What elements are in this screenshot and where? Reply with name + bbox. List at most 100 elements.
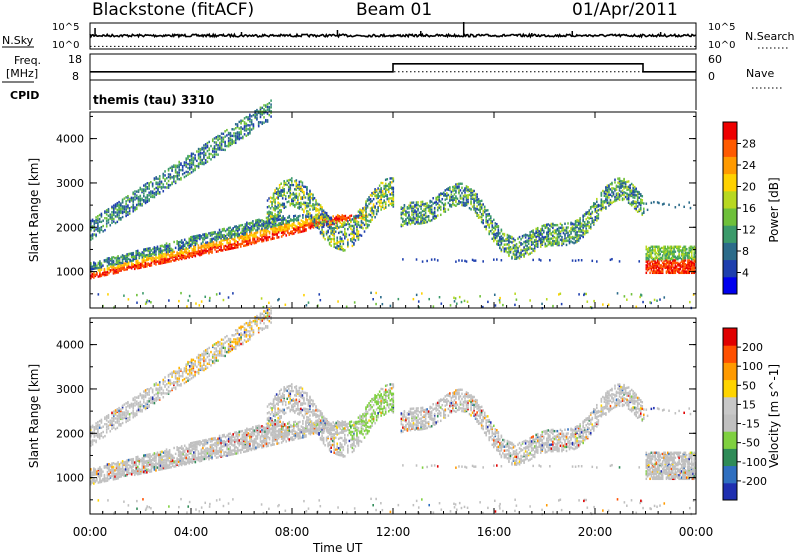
power-cell bbox=[250, 121, 253, 125]
power-cell bbox=[206, 233, 209, 237]
power-cell bbox=[117, 266, 119, 269]
power-cell bbox=[618, 260, 621, 263]
power-cell bbox=[452, 196, 454, 199]
power-cell bbox=[514, 303, 516, 307]
power-cell bbox=[304, 196, 307, 199]
power-cell bbox=[249, 233, 251, 236]
power-cell bbox=[328, 235, 331, 238]
power-cell bbox=[432, 305, 435, 308]
power-cell bbox=[429, 201, 431, 204]
power-cell bbox=[360, 226, 363, 229]
power-cell bbox=[223, 236, 225, 239]
power-cell bbox=[190, 167, 193, 170]
power-cell bbox=[313, 207, 316, 211]
power-cell bbox=[276, 229, 278, 232]
power-cell bbox=[677, 255, 679, 258]
power-cell bbox=[221, 239, 224, 242]
power-cell bbox=[455, 196, 457, 200]
power-cell bbox=[303, 229, 306, 233]
power-cell bbox=[453, 193, 456, 196]
power-cell bbox=[160, 180, 163, 183]
power-cell bbox=[214, 230, 216, 234]
power-cell bbox=[158, 262, 160, 265]
power-cell bbox=[214, 243, 216, 246]
power-cell bbox=[328, 237, 331, 241]
power-cell bbox=[211, 155, 214, 159]
power-cell bbox=[415, 218, 418, 221]
power-cell bbox=[668, 271, 670, 275]
power-cell bbox=[118, 208, 120, 212]
power-cell bbox=[208, 248, 210, 251]
power-cell bbox=[312, 220, 314, 223]
power-cell bbox=[277, 231, 280, 234]
power-cell bbox=[267, 230, 269, 233]
power-cell bbox=[144, 259, 147, 262]
power-cell bbox=[645, 202, 648, 205]
power-cell bbox=[471, 189, 474, 192]
power-cell bbox=[286, 225, 289, 228]
power-cell bbox=[621, 185, 624, 188]
power-cell bbox=[673, 255, 675, 258]
power-cell bbox=[532, 230, 534, 234]
power-cell bbox=[102, 273, 104, 276]
power-cell bbox=[476, 207, 478, 211]
power-cell bbox=[121, 211, 124, 215]
power-cell bbox=[223, 246, 225, 249]
power-cell bbox=[247, 133, 249, 136]
power-cell bbox=[603, 194, 606, 197]
power-cell bbox=[244, 223, 247, 226]
power-cell bbox=[298, 192, 301, 196]
power-cell bbox=[267, 222, 269, 225]
power-cell bbox=[682, 265, 684, 268]
power-cell bbox=[249, 236, 251, 240]
power-cell bbox=[287, 189, 290, 193]
power-cell bbox=[341, 215, 344, 218]
power-cell bbox=[488, 232, 491, 236]
power-cell bbox=[312, 198, 314, 202]
power-cell bbox=[614, 178, 616, 181]
power-cell bbox=[309, 196, 311, 199]
power-cell bbox=[128, 209, 131, 213]
power-cell bbox=[653, 257, 655, 261]
power-cell bbox=[689, 250, 692, 253]
power-cell bbox=[549, 240, 551, 243]
power-cell bbox=[658, 248, 660, 251]
velocity-cell bbox=[94, 468, 97, 471]
velocity-cell bbox=[99, 466, 101, 469]
power-cell bbox=[669, 253, 672, 256]
power-cell bbox=[130, 264, 133, 268]
power-cell bbox=[693, 259, 696, 262]
power-cell bbox=[247, 234, 250, 238]
power-cell bbox=[351, 218, 354, 221]
power-cell bbox=[372, 203, 375, 206]
power-cell bbox=[168, 249, 171, 252]
power-cell bbox=[218, 248, 221, 251]
power-cell bbox=[673, 270, 675, 273]
power-cell bbox=[400, 216, 403, 220]
power-cell bbox=[153, 178, 156, 182]
power-cell bbox=[579, 225, 581, 228]
power-cell bbox=[146, 256, 148, 259]
power-cell bbox=[682, 260, 684, 263]
power-cell bbox=[596, 200, 598, 203]
power-cell bbox=[106, 268, 109, 271]
power-cell bbox=[292, 193, 295, 196]
power-cell bbox=[442, 194, 445, 197]
power-cell bbox=[301, 189, 304, 192]
power-cell bbox=[371, 209, 373, 212]
power-cell bbox=[333, 222, 336, 226]
power-cell bbox=[286, 231, 289, 234]
power-cell bbox=[322, 222, 325, 226]
power-cell bbox=[93, 263, 95, 267]
power-cell bbox=[91, 275, 94, 278]
power-cell bbox=[203, 244, 206, 247]
velocity-cell bbox=[91, 478, 94, 482]
power-cell bbox=[309, 227, 312, 230]
power-cell bbox=[438, 204, 441, 207]
power-cell bbox=[158, 191, 161, 194]
power-cell bbox=[252, 225, 254, 228]
power-cell bbox=[260, 297, 263, 300]
power-cell bbox=[153, 187, 156, 191]
power-cell bbox=[330, 216, 332, 219]
power-cell bbox=[257, 124, 260, 128]
